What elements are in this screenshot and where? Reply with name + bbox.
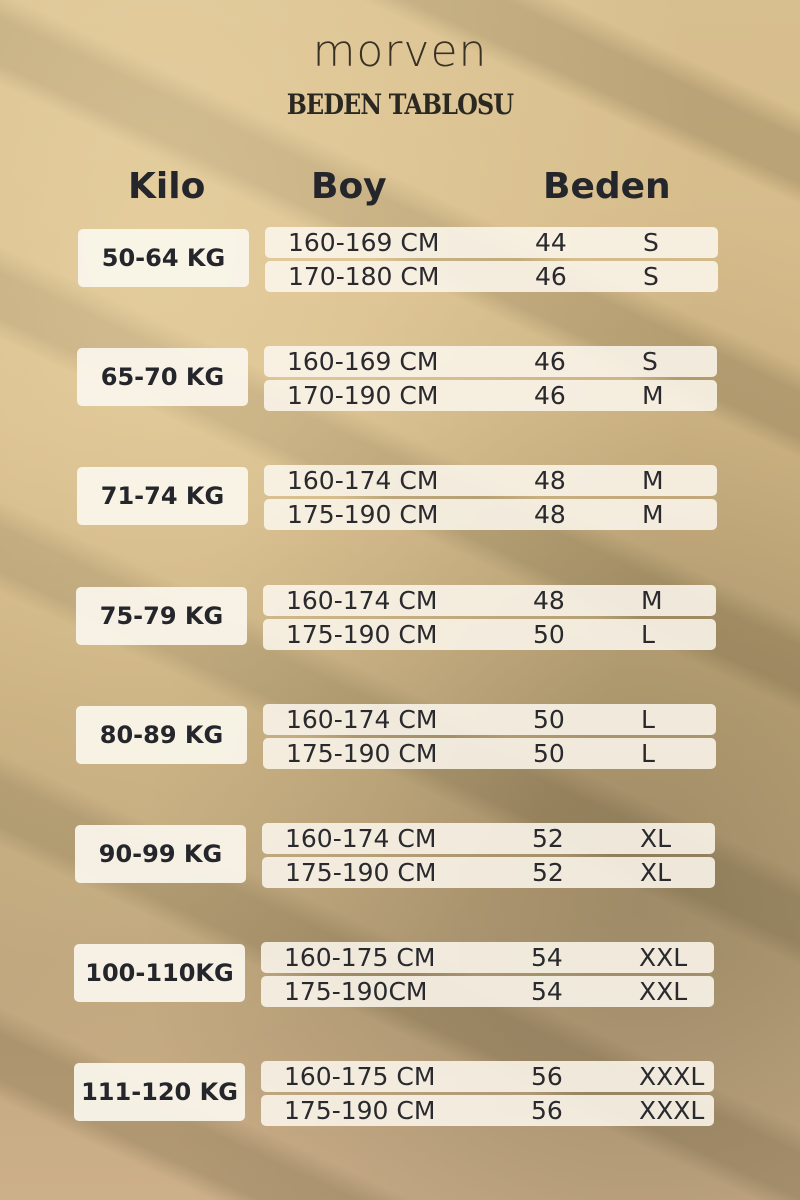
table-row: 160-174 CM 48 M bbox=[264, 465, 717, 497]
table-row: 160-169 CM 44 S bbox=[265, 227, 718, 258]
size-number: 52 bbox=[532, 824, 564, 853]
size-group: 100-110KG 160-175 CM 54 XXL 175-190CM 54… bbox=[0, 942, 796, 1012]
kilo-range: 90-99 KG bbox=[75, 825, 246, 883]
kilo-range: 111-120 KG bbox=[74, 1063, 245, 1122]
height-range: 160-169 CM bbox=[287, 347, 439, 377]
table-row: 160-169 CM 46 S bbox=[264, 346, 717, 378]
size-number: 50 bbox=[533, 704, 565, 734]
table-row: 160-174 CM 50 L bbox=[263, 703, 716, 735]
size-letter: L bbox=[641, 704, 655, 734]
height-range: 175-190CM bbox=[284, 977, 428, 1007]
size-letter: S bbox=[642, 347, 658, 377]
size-letter: L bbox=[641, 619, 655, 649]
size-number: 50 bbox=[533, 619, 565, 649]
size-letter: M bbox=[642, 500, 664, 530]
height-range: 160-175 CM bbox=[284, 943, 436, 973]
height-range: 175-190 CM bbox=[284, 1096, 436, 1126]
table-row: 160-174 CM 48 M bbox=[263, 584, 716, 616]
height-range: 175-190 CM bbox=[286, 619, 438, 649]
size-number: 56 bbox=[531, 1062, 563, 1092]
height-range: 160-174 CM bbox=[287, 466, 439, 496]
size-number: 46 bbox=[534, 381, 566, 411]
height-range: 160-169 CM bbox=[288, 228, 440, 257]
size-number: 48 bbox=[534, 466, 566, 496]
table-row: 160-175 CM 54 XXL bbox=[261, 942, 714, 974]
height-range: 160-174 CM bbox=[286, 585, 438, 615]
size-number: 48 bbox=[533, 585, 565, 615]
height-range: 170-190 CM bbox=[287, 381, 439, 411]
size-letter: M bbox=[642, 381, 664, 411]
size-number: 52 bbox=[532, 858, 564, 887]
height-range: 160-175 CM bbox=[284, 1062, 436, 1092]
height-range: 160-174 CM bbox=[285, 824, 437, 853]
size-letter: L bbox=[641, 738, 655, 768]
size-letter: XXL bbox=[639, 943, 688, 973]
size-number: 54 bbox=[531, 977, 563, 1007]
size-letter: S bbox=[643, 228, 659, 257]
header-kilo: Kilo bbox=[128, 166, 206, 207]
size-group: 111-120 KG 160-175 CM 56 XXXL 175-190 CM… bbox=[0, 1061, 796, 1131]
size-number: 50 bbox=[533, 738, 565, 768]
table-row: 160-174 CM 52 XL bbox=[262, 823, 715, 854]
table-row: 170-190 CM 46 M bbox=[264, 380, 717, 412]
size-group: 90-99 KG 160-174 CM 52 XL 175-190 CM 52 … bbox=[0, 823, 797, 893]
size-letter: XL bbox=[640, 858, 672, 887]
height-range: 160-174 CM bbox=[286, 704, 438, 734]
table-row: 175-190 CM 52 XL bbox=[262, 857, 715, 888]
table-row: 160-175 CM 56 XXXL bbox=[261, 1061, 714, 1093]
height-range: 175-190 CM bbox=[287, 500, 439, 530]
height-range: 175-190 CM bbox=[286, 738, 438, 768]
kilo-range: 65-70 KG bbox=[77, 348, 248, 407]
kilo-range: 75-79 KG bbox=[76, 586, 247, 645]
size-letter: M bbox=[641, 585, 663, 615]
kilo-range: 50-64 KG bbox=[78, 229, 249, 287]
header-boy: Boy bbox=[311, 166, 387, 207]
size-number: 56 bbox=[531, 1096, 563, 1126]
size-number: 48 bbox=[534, 500, 566, 530]
size-number: 46 bbox=[535, 262, 567, 291]
size-number: 54 bbox=[531, 943, 563, 973]
page-title: BEDEN TABLOSU bbox=[286, 88, 514, 121]
size-group: 65-70 KG 160-169 CM 46 S 170-190 CM 46 M bbox=[0, 346, 799, 416]
table-row: 175-190 CM 56 XXXL bbox=[261, 1095, 714, 1127]
size-group: 80-89 KG 160-174 CM 50 L 175-190 CM 50 L bbox=[0, 703, 798, 774]
size-group: 50-64 KG 160-169 CM 44 S 170-180 CM 46 S bbox=[0, 227, 800, 297]
size-letter: S bbox=[643, 262, 659, 291]
size-letter: XXXL bbox=[639, 1096, 705, 1126]
kilo-range: 100-110KG bbox=[74, 944, 245, 1003]
table-row: 175-190 CM 50 L bbox=[263, 618, 716, 650]
size-group: 71-74 KG 160-174 CM 48 M 175-190 CM 48 M bbox=[0, 465, 799, 535]
table-row: 170-180 CM 46 S bbox=[265, 261, 718, 292]
size-letter: XXXL bbox=[639, 1062, 705, 1092]
table-row: 175-190 CM 48 M bbox=[264, 499, 717, 531]
height-range: 175-190 CM bbox=[285, 858, 437, 887]
size-letter: M bbox=[642, 466, 664, 496]
size-number: 44 bbox=[535, 228, 567, 257]
kilo-range: 71-74 KG bbox=[77, 467, 248, 526]
brand-logo: morven bbox=[312, 26, 488, 77]
size-letter: XL bbox=[640, 824, 672, 853]
kilo-range: 80-89 KG bbox=[76, 705, 247, 764]
size-group: 75-79 KG 160-174 CM 48 M 175-190 CM 50 L bbox=[0, 584, 798, 655]
size-letter: XXL bbox=[639, 977, 688, 1007]
table-row: 175-190CM 54 XXL bbox=[261, 976, 714, 1008]
size-number: 46 bbox=[534, 347, 566, 377]
table-row: 175-190 CM 50 L bbox=[263, 737, 716, 769]
header-beden: Beden bbox=[543, 166, 671, 207]
height-range: 170-180 CM bbox=[288, 262, 440, 291]
